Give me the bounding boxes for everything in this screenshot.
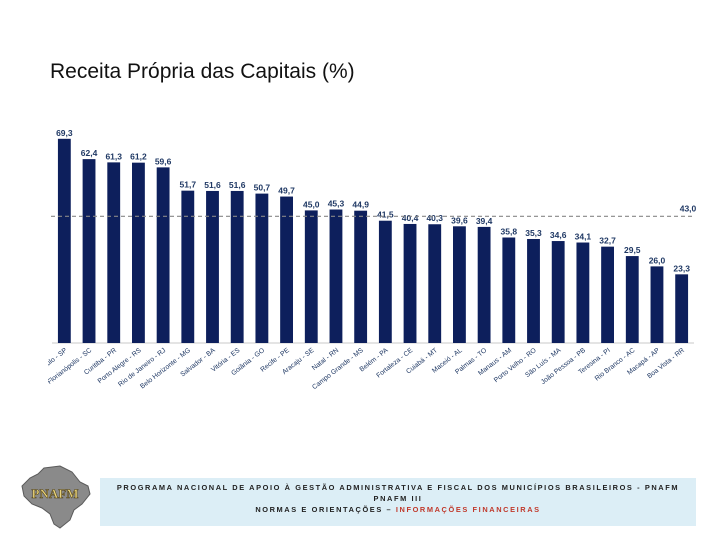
value-label: 51,6	[204, 180, 221, 190]
category-label: João Pessoa - PB	[540, 347, 588, 386]
bar	[132, 162, 145, 343]
bar	[601, 246, 614, 343]
bar	[206, 190, 219, 343]
chart-title: Receita Própria das Capitais (%)	[50, 60, 355, 83]
bar	[527, 238, 540, 343]
bar	[477, 226, 491, 343]
value-label: 45,0	[303, 199, 320, 209]
value-label: 49,7	[278, 186, 295, 196]
value-label: 51,6	[229, 180, 246, 190]
value-label: 26,0	[649, 255, 666, 265]
reference-line-label: 43,0	[680, 203, 697, 213]
bar	[502, 237, 516, 343]
bar	[576, 242, 590, 343]
value-label: 23,3	[673, 263, 690, 273]
program-phase: PNAFM III	[373, 494, 423, 503]
bar	[551, 241, 565, 343]
pnafm-logo: PNAFM	[21, 465, 91, 529]
bar	[625, 256, 639, 343]
bar	[255, 193, 269, 343]
value-label: 40,3	[426, 213, 443, 223]
value-label: 29,5	[624, 245, 641, 255]
program-banner: PROGRAMA NACIONAL DE APOIO À GESTÃO ADMI…	[100, 478, 696, 526]
logo-text: PNAFM	[32, 486, 79, 501]
bar	[650, 266, 664, 343]
value-label: 34,6	[550, 230, 567, 240]
bar	[156, 167, 170, 343]
value-label: 61,3	[105, 151, 122, 161]
bar	[354, 210, 368, 343]
value-label: 39,4	[476, 216, 493, 226]
value-label: 39,6	[451, 215, 468, 225]
value-label: 45,3	[328, 199, 345, 209]
category-label: Porto Velho - RO	[493, 347, 538, 384]
bar	[57, 138, 71, 343]
bar	[329, 209, 343, 343]
program-name: PROGRAMA NACIONAL DE APOIO À GESTÃO ADMI…	[116, 483, 680, 492]
bar	[82, 159, 96, 343]
value-label: 50,7	[254, 183, 271, 193]
value-label: 40,4	[402, 213, 419, 223]
category-label: Porto Alegre - RS	[97, 347, 143, 385]
category-label: Florianópolis - SC	[48, 347, 93, 386]
value-label: 44,9	[352, 200, 369, 210]
bar	[428, 224, 442, 343]
bar	[403, 223, 417, 343]
value-label: 51,7	[180, 180, 197, 190]
section-highlight: INFORMAÇÕES FINANCEIRAS	[395, 505, 541, 514]
bar	[304, 210, 318, 343]
bar	[181, 190, 195, 343]
value-label: 35,8	[501, 227, 518, 237]
footer: PNAFM PROGRAMA NACIONAL DE APOIO À GESTÃ…	[0, 462, 720, 534]
value-label: 34,1	[575, 232, 592, 242]
value-label: 32,7	[599, 236, 616, 246]
program-section: NORMAS E ORIENTAÇÕES – INFORMAÇÕES FINAN…	[100, 504, 696, 515]
value-label: 35,3	[525, 228, 542, 238]
value-label: 69,3	[56, 128, 73, 138]
bar	[280, 196, 293, 343]
value-label: 59,6	[155, 156, 172, 166]
section-prefix: NORMAS E ORIENTAÇÕES –	[255, 505, 396, 514]
value-label: 62,4	[81, 148, 98, 158]
bar	[230, 190, 244, 343]
bar	[107, 162, 121, 343]
bar	[675, 274, 689, 343]
bar	[378, 220, 392, 343]
bar	[453, 226, 466, 343]
value-label: 61,2	[130, 152, 147, 162]
value-label: 41,5	[377, 210, 394, 220]
